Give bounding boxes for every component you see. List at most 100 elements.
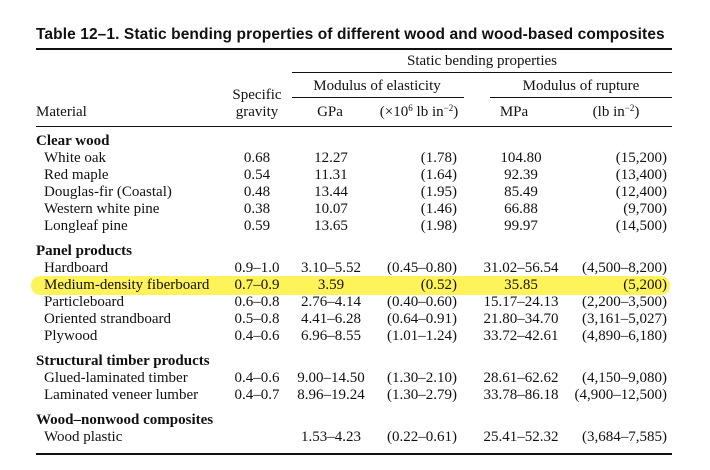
cell-specific-gravity: 0.4–0.6	[234, 328, 280, 344]
section-wood-nonwood: Wood–nonwood composites	[36, 412, 214, 428]
cell-moe-psi: (0.64–0.91)	[387, 311, 457, 327]
cell-mor-mpa: 25.41–52.32	[483, 429, 559, 445]
cell-mor-mpa: 85.49	[504, 184, 538, 200]
cell-moe-psi: (1.30–2.79)	[387, 387, 457, 403]
cell-specific-gravity: 0.48	[243, 184, 271, 200]
cell-mor-mpa: 104.80	[500, 150, 542, 166]
cell-moe-psi: (1.78)	[420, 150, 457, 166]
header-mor-lb-unit: (lb in−2)	[592, 103, 640, 121]
cell-specific-gravity: 0.54	[243, 167, 271, 183]
cell-material: Laminated veneer lumber	[44, 387, 199, 403]
header-rule-mor	[490, 97, 672, 98]
cell-mor-mpa: 92.39	[504, 167, 538, 183]
cell-mor-mpa: 33.72–42.61	[483, 328, 559, 344]
header-gpa: GPa	[317, 104, 343, 120]
cell-moe-gpa: 6.96–8.55	[301, 328, 361, 344]
cell-material: Glued-laminated timber	[44, 370, 188, 386]
cell-moe-psi: (1.46)	[420, 201, 457, 217]
cell-moe-psi: (1.01–1.24)	[387, 328, 457, 344]
cell-specific-gravity: 0.6–0.8	[234, 294, 280, 310]
page-corner-mark: '	[618, 0, 621, 9]
cell-material: Douglas-fir (Coastal)	[44, 184, 172, 200]
cell-mor-lb: (5,200)	[623, 277, 667, 293]
cell-material: Particleboard	[44, 294, 124, 310]
cell-specific-gravity: 0.59	[243, 218, 271, 234]
cell-moe-gpa: 9.00–14.50	[297, 370, 365, 386]
cell-mor-lb: (2,200–3,500)	[582, 294, 667, 310]
cell-mor-lb: (4,500–8,200)	[582, 260, 667, 276]
cell-specific-gravity: 0.7–0.9	[234, 277, 280, 293]
header-modulus-elasticity: Modulus of elasticity	[313, 78, 441, 94]
cell-mor-mpa: 35.85	[504, 277, 538, 293]
cell-specific-gravity: 0.38	[243, 201, 271, 217]
cell-moe-gpa: 13.44	[314, 184, 348, 200]
cell-mor-lb: (3,161–5,027)	[582, 311, 667, 327]
cell-moe-gpa: 12.27	[314, 150, 348, 166]
cell-mor-lb: (14,500)	[615, 218, 667, 234]
section-panel-products: Panel products	[36, 243, 132, 259]
cell-moe-psi: (1.64)	[420, 167, 457, 183]
cell-mor-lb: (12,400)	[615, 184, 667, 200]
header-gravity: gravity	[235, 104, 279, 120]
cell-mor-lb: (4,900–12,500)	[574, 387, 668, 403]
cell-specific-gravity: 0.4–0.6	[234, 370, 280, 386]
cell-moe-psi: (0.22–0.61)	[387, 429, 457, 445]
row-highlight-medium-density-fiberboard	[31, 276, 670, 295]
header-specific: Specific	[232, 87, 282, 103]
top-rule	[36, 48, 672, 50]
cell-moe-psi: (0.40–0.60)	[387, 294, 457, 310]
cell-mor-lb: (15,200)	[615, 150, 667, 166]
cell-specific-gravity: 0.5–0.8	[234, 311, 280, 327]
cell-material: Plywood	[44, 328, 98, 344]
cell-mor-lb: (4,150–9,080)	[582, 370, 667, 386]
cell-moe-gpa: 1.53–4.23	[301, 429, 361, 445]
cell-specific-gravity: 0.4–0.7	[234, 387, 280, 403]
header-modulus-rupture: Modulus of rupture	[522, 78, 640, 94]
cell-moe-gpa: 4.41–6.28	[301, 311, 361, 327]
cell-moe-gpa: 2.76–4.14	[301, 294, 361, 310]
header-bottom-rule	[36, 126, 672, 127]
cell-mor-mpa: 15.17–24.13	[483, 294, 559, 310]
cell-moe-gpa: 3.59	[317, 277, 345, 293]
cell-moe-psi: (0.45–0.80)	[387, 260, 457, 276]
cell-mor-mpa: 31.02–56.54	[483, 260, 559, 276]
cell-moe-gpa: 10.07	[314, 201, 348, 217]
section-clear-wood: Clear wood	[36, 133, 110, 149]
cell-material: Longleaf pine	[44, 218, 128, 234]
cell-mor-mpa: 66.88	[504, 201, 538, 217]
cell-material: Wood plastic	[44, 429, 123, 445]
cell-moe-gpa: 11.31	[314, 167, 348, 183]
cell-moe-psi: (1.98)	[420, 218, 457, 234]
cell-material: Red maple	[44, 167, 109, 183]
cell-moe-psi: (0.52)	[420, 277, 457, 293]
bottom-rule	[36, 453, 672, 455]
cell-moe-gpa: 3.10–5.52	[301, 260, 361, 276]
cell-material: White oak	[44, 150, 107, 166]
cell-specific-gravity: 0.9–1.0	[234, 260, 280, 276]
header-material: Material	[36, 104, 87, 120]
cell-material: Western white pine	[44, 201, 160, 217]
cell-moe-gpa: 8.96–19.24	[297, 387, 365, 403]
header-rule-moe	[292, 97, 464, 98]
cell-specific-gravity: 0.68	[243, 150, 271, 166]
cell-mor-lb: (13,400)	[615, 167, 667, 183]
cell-moe-gpa: 13.65	[314, 218, 348, 234]
cell-mor-lb: (9,700)	[623, 201, 667, 217]
cell-moe-psi: (1.30–2.10)	[387, 370, 457, 386]
cell-moe-psi: (1.95)	[420, 184, 457, 200]
cell-mor-lb: (3,684–7,585)	[582, 429, 667, 445]
header-static-bending: Static bending properties	[407, 53, 557, 69]
header-mpa: MPa	[499, 104, 529, 120]
cell-material: Medium-density fiberboard	[44, 277, 210, 293]
cell-material: Oriented strandboard	[44, 311, 172, 327]
cell-mor-mpa: 33.78–86.18	[483, 387, 559, 403]
table-title: Table 12–1. Static bending properties of…	[36, 26, 665, 43]
cell-mor-mpa: 99.97	[504, 218, 538, 234]
header-moe-psi-unit: (×106 lb in−2)	[379, 103, 459, 121]
header-rule-group	[292, 72, 672, 73]
section-structural-timber: Structural timber products	[36, 353, 210, 369]
cell-mor-lb: (4,890–6,180)	[582, 328, 667, 344]
cell-mor-mpa: 21.80–34.70	[483, 311, 559, 327]
cell-mor-mpa: 28.61–62.62	[483, 370, 559, 386]
cell-material: Hardboard	[44, 260, 109, 276]
